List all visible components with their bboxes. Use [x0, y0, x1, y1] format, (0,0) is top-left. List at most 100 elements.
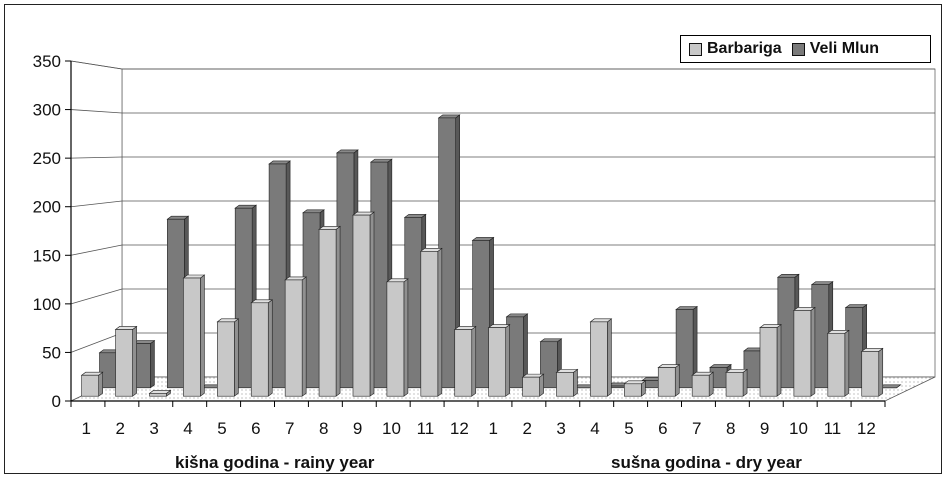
bar-front — [590, 321, 608, 397]
bar-side — [776, 323, 782, 397]
legend-swatch-barbariga — [689, 42, 702, 56]
y-tick-label: 100 — [33, 295, 61, 314]
bar-side — [437, 247, 443, 397]
bar-front — [624, 383, 642, 397]
bar-side — [471, 325, 477, 397]
bar-top — [166, 215, 190, 220]
bar-front — [352, 214, 371, 397]
chart-frame: 0 50 100 150 200 250 300 350 1 2 3 4 5 6 7 8 9 10 11 12 1 2 3 4… — [4, 4, 942, 474]
bar-side — [150, 339, 155, 389]
x-tick-label: 2 — [522, 419, 531, 438]
bar-side — [200, 274, 205, 397]
bar-barbariga-9 — [352, 211, 375, 397]
x-tick-label: 5 — [217, 419, 226, 438]
bar-top — [403, 214, 427, 218]
y-tick-label: 250 — [33, 149, 61, 168]
bar-front — [725, 372, 744, 397]
bar-top — [234, 204, 258, 209]
bar-front — [217, 321, 235, 397]
x-tick-label: 5 — [624, 419, 633, 438]
bar-top — [505, 313, 529, 318]
gridline-side — [70, 288, 123, 305]
bar-barbariga-8 — [318, 225, 341, 397]
x-tick-label: 1 — [489, 419, 498, 438]
bar-top — [725, 369, 748, 373]
x-tick-label: 8 — [726, 419, 735, 438]
bar-side — [403, 278, 409, 397]
bar-side — [878, 347, 884, 397]
bar-front — [81, 374, 99, 397]
bar-top — [844, 304, 868, 308]
bar-barbariga-22 — [793, 306, 816, 397]
bar-barbariga-6 — [250, 299, 274, 397]
bar-side — [539, 373, 544, 397]
bar-front — [318, 229, 337, 397]
legend-item-veli-mlun: Veli Mlun — [791, 40, 880, 58]
gridline-side — [70, 200, 123, 208]
bar-top — [419, 248, 443, 252]
bar-top — [250, 299, 274, 304]
bar-side — [267, 299, 273, 397]
legend-label-barbariga: Barbariga — [707, 40, 782, 57]
bar-front — [234, 207, 253, 389]
gridline-side — [70, 109, 123, 114]
bar-front — [675, 309, 694, 389]
x-tick-label: 4 — [590, 419, 599, 438]
bar-top — [623, 380, 647, 385]
bar-top — [675, 306, 698, 310]
bar-top — [539, 338, 563, 343]
bar-top — [386, 278, 409, 283]
bar-front — [522, 376, 540, 397]
y-tick-label: 300 — [33, 101, 61, 120]
bar-top — [216, 318, 240, 323]
legend-label-veli-mlun: Veli Mlun — [809, 40, 880, 57]
bar-side — [607, 318, 612, 397]
bar-top — [471, 237, 495, 241]
x-tick-label: 3 — [556, 419, 565, 438]
x-tick-label: 11 — [417, 419, 435, 438]
bar-top — [521, 373, 545, 378]
bar-side — [505, 323, 510, 397]
bar-barbariga-21 — [759, 323, 782, 397]
bar-front — [167, 218, 185, 389]
bar-barbariga-5 — [216, 318, 240, 397]
x-tick-label: 11 — [824, 419, 842, 438]
bar-side — [234, 318, 239, 397]
bar-top — [182, 274, 206, 279]
x-tick-label: 2 — [115, 419, 124, 438]
bar-side — [674, 364, 680, 397]
bar-top — [284, 276, 308, 281]
bar-front — [420, 251, 439, 397]
x-tick-label: 9 — [353, 419, 362, 438]
x-tick-label: 8 — [319, 419, 328, 438]
bar-top — [810, 281, 834, 285]
bar-front — [827, 332, 846, 397]
y-tick-label: 200 — [33, 198, 61, 217]
bar-veli-mlun-13 — [505, 313, 529, 389]
bar-top — [302, 209, 325, 214]
bar-top — [80, 371, 104, 376]
bar-barbariga-3 — [148, 389, 172, 397]
bar-side — [708, 371, 714, 397]
x-tick-label: 7 — [285, 419, 294, 438]
bar-side — [369, 211, 375, 397]
bar-side — [132, 325, 137, 397]
x-tick-label: 10 — [789, 419, 808, 438]
x-tick-label: 3 — [149, 419, 158, 438]
bar-front — [472, 240, 490, 389]
bar-barbariga-1 — [80, 371, 104, 397]
bar-side — [844, 329, 850, 397]
bar-front — [149, 393, 167, 397]
y-tick-label: 350 — [33, 52, 61, 71]
bar-top — [759, 324, 782, 328]
bar-front — [268, 163, 287, 389]
bar-side — [742, 368, 748, 397]
bar-top — [709, 364, 732, 368]
group-label-dry: sušna godina - dry year — [611, 453, 802, 472]
bar-top — [268, 160, 291, 165]
bar-side — [810, 306, 816, 397]
bar-barbariga-2 — [114, 325, 138, 397]
bar-barbariga-19 — [691, 371, 715, 397]
bar-top — [318, 226, 341, 230]
bar-front — [691, 374, 710, 397]
